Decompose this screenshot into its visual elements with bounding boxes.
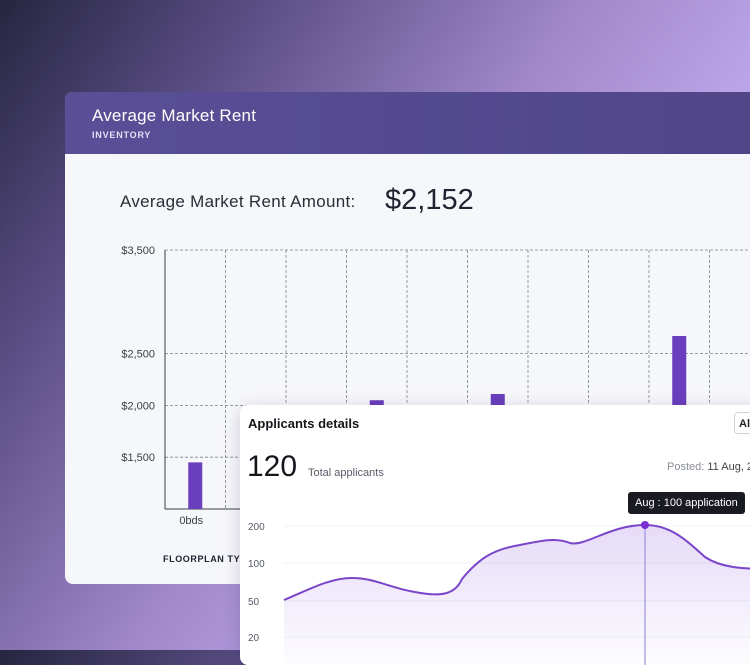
y-tick-label: $2,000 [121, 400, 155, 412]
posted-value: 11 Aug, 2 [707, 461, 750, 473]
series-line [283, 523, 750, 601]
x-tick-label: 0bds [179, 515, 203, 527]
applicants-area-chart: 20 50 100 200 [248, 521, 750, 665]
area-fill [284, 525, 750, 665]
x-axis-label: FLOORPLAN TYPE [163, 554, 254, 564]
applicant-count: 120 [247, 450, 298, 483]
y-tick-label: $3,500 [121, 245, 155, 257]
filter-dropdown[interactable]: All [734, 412, 750, 434]
bar [188, 462, 203, 509]
y-tick-label: 50 [248, 597, 260, 608]
y-tick-label: $1,500 [121, 452, 155, 464]
highlight-point [641, 521, 649, 529]
applicants-details-card: Applicants details All 120 Total applica… [240, 405, 750, 665]
y-tick-label: 20 [248, 633, 260, 644]
card-header: Average Market Rent INVENTORY [65, 92, 750, 154]
y-tick-label: 200 [248, 522, 265, 533]
chart-tooltip: Aug : 100 application [628, 492, 745, 514]
y-tick-label: 100 [248, 559, 265, 570]
card-title: Applicants details [248, 416, 360, 431]
amount-label: Average Market Rent Amount: [120, 192, 356, 211]
posted-date: Posted: 11 Aug, 2 [667, 461, 750, 473]
posted-label: Posted: [667, 461, 705, 473]
applicant-count-label: Total applicants [308, 467, 384, 479]
card-subtitle: INVENTORY [92, 130, 152, 140]
card-title: Average Market Rent [92, 106, 257, 125]
amount-value: $2,152 [385, 184, 474, 216]
y-tick-label: $2,500 [121, 349, 155, 361]
